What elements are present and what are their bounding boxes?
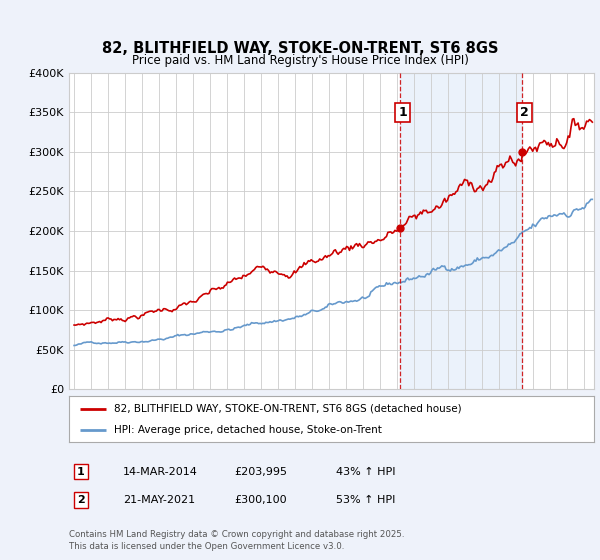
Bar (400, 73, 523, 389)
Text: 1: 1 (398, 106, 407, 119)
Text: 2: 2 (520, 106, 529, 119)
Text: 82, BLITHFIELD WAY, STOKE-ON-TRENT, ST6 8GS (detached house): 82, BLITHFIELD WAY, STOKE-ON-TRENT, ST6 … (113, 404, 461, 414)
Text: £203,995: £203,995 (234, 466, 287, 477)
Text: 82, BLITHFIELD WAY, STOKE-ON-TRENT, ST6 8GS: 82, BLITHFIELD WAY, STOKE-ON-TRENT, ST6 … (102, 41, 498, 56)
Text: HPI: Average price, detached house, Stoke-on-Trent: HPI: Average price, detached house, Stok… (113, 425, 382, 435)
Text: 43% ↑ HPI: 43% ↑ HPI (336, 466, 395, 477)
Text: Price paid vs. HM Land Registry's House Price Index (HPI): Price paid vs. HM Land Registry's House … (131, 54, 469, 67)
Text: 14-MAR-2014: 14-MAR-2014 (123, 466, 198, 477)
Text: Contains HM Land Registry data © Crown copyright and database right 2025.
This d: Contains HM Land Registry data © Crown c… (69, 530, 404, 551)
Text: £300,100: £300,100 (234, 495, 287, 505)
Text: 21-MAY-2021: 21-MAY-2021 (123, 495, 195, 505)
Text: 53% ↑ HPI: 53% ↑ HPI (336, 495, 395, 505)
Text: 1: 1 (77, 466, 85, 477)
Text: 2: 2 (77, 495, 85, 505)
